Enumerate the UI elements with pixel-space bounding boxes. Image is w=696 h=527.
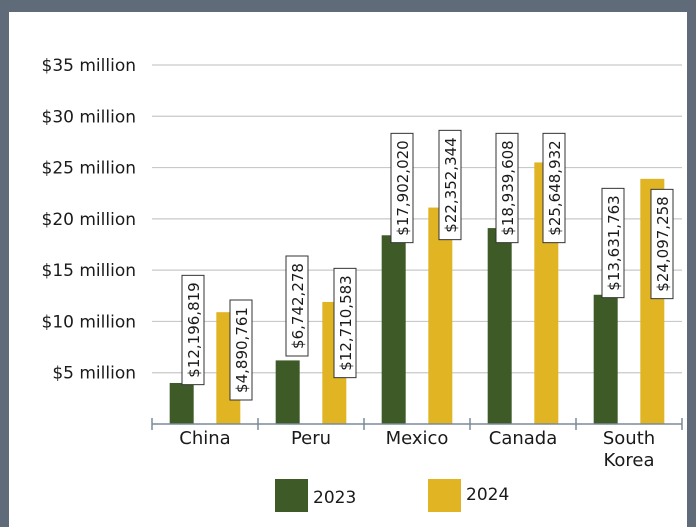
y-tick-label: $5 million <box>52 364 136 384</box>
data-label-2023: $17,902,020 <box>390 132 414 244</box>
data-label-2024: $12,710,583 <box>333 267 357 379</box>
data-label-text: $17,902,020 <box>394 140 412 235</box>
legend: 2023 2024 <box>275 479 509 512</box>
data-label-2024: $25,648,932 <box>542 132 566 244</box>
data-label-2024: $24,097,258 <box>650 188 674 300</box>
data-label-box <box>650 188 674 300</box>
y-tick-label: $35 million <box>42 56 136 76</box>
data-label-text: $6,742,278 <box>289 263 307 349</box>
data-label-2023: $12,196,819 <box>181 274 205 386</box>
y-axis-ticks: $5 million $10 million $15 million $20 mill… <box>42 56 136 384</box>
bar-2023-peru <box>275 360 300 424</box>
y-tick-label: $25 million <box>42 159 136 179</box>
data-label-box <box>333 267 357 379</box>
data-label-text: $22,352,344 <box>442 137 460 232</box>
legend-label-2023: 2023 <box>313 488 356 508</box>
data-label-box <box>542 132 566 244</box>
y-tick-label: $10 million <box>42 312 136 332</box>
data-label-2023: $6,742,278 <box>285 255 309 357</box>
bar-2024-mexico <box>428 207 453 424</box>
x-tick-label: Peru <box>291 428 331 449</box>
x-tick-label: Mexico <box>386 428 449 449</box>
bar-2023-south-korea <box>593 294 618 424</box>
data-labels: $12,196,819 $6,742,278 $17,902,020 $18,939,… <box>181 129 674 401</box>
bar-2023-canada <box>487 228 512 424</box>
data-label-text: $13,631,763 <box>605 195 623 290</box>
data-label-text: $12,196,819 <box>185 282 203 377</box>
x-tick-label: China <box>179 428 230 449</box>
bar-2023-china <box>169 382 194 424</box>
y-tick-label: $15 million <box>42 261 136 281</box>
data-label-text: $12,710,583 <box>337 275 355 370</box>
data-label-box <box>285 255 309 357</box>
data-label-box <box>181 274 205 386</box>
data-label-text: $18,939,608 <box>499 140 517 235</box>
data-label-box <box>390 132 414 244</box>
data-label-text: $25,648,932 <box>546 140 564 235</box>
y-tick-label: $20 million <box>42 210 136 230</box>
data-label-2023: $18,939,608 <box>495 132 519 244</box>
legend-label-2024: 2024 <box>466 485 509 505</box>
x-tick-label: South Korea <box>603 428 655 471</box>
data-label-box <box>229 299 253 401</box>
data-label-box <box>438 129 462 241</box>
data-label-box <box>601 187 625 299</box>
data-label-2023: $13,631,763 <box>601 187 625 299</box>
x-axis: China Peru Mexico Canada South Korea <box>151 418 683 471</box>
data-label-box <box>495 132 519 244</box>
legend-swatch-2023 <box>275 479 308 512</box>
legend-swatch-2024 <box>428 479 461 512</box>
y-tick-label: $30 million <box>42 107 136 127</box>
data-label-text: $24,097,258 <box>654 196 672 291</box>
x-tick-label: Canada <box>489 428 558 449</box>
bars <box>169 162 665 424</box>
data-label-2024: $22,352,344 <box>438 129 462 241</box>
bar-2023-mexico <box>381 235 406 424</box>
data-label-text: $4,890,761 <box>233 307 251 393</box>
data-label-2024: $4,890,761 <box>229 299 253 401</box>
